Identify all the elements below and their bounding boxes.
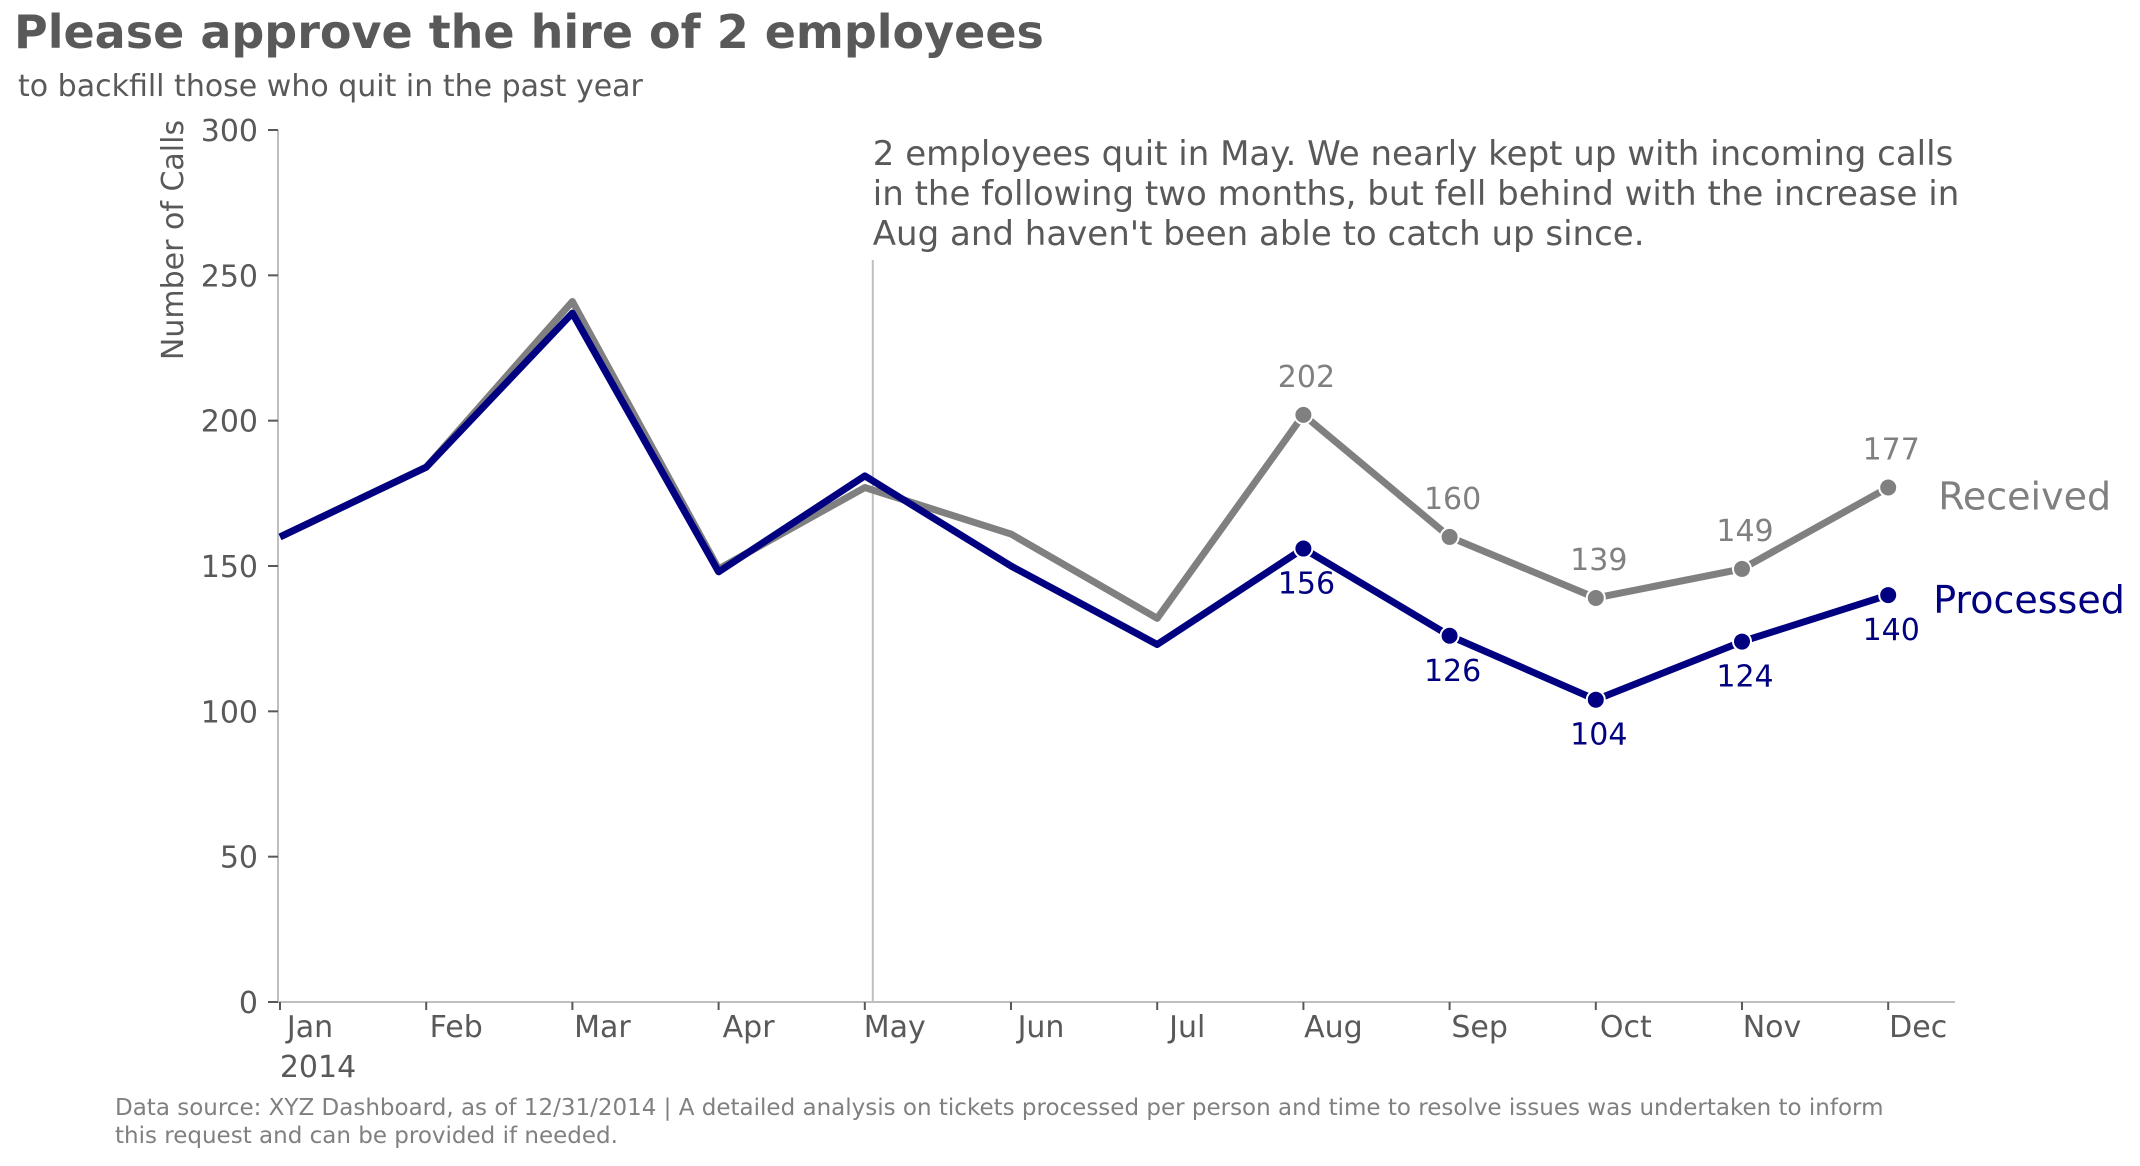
data-label-received: 160	[1424, 482, 1481, 517]
y-tick-label: 100	[201, 695, 258, 730]
data-label-processed: 156	[1278, 567, 1335, 602]
chart-subtitle: to backfill those who quit in the past y…	[18, 69, 644, 104]
x-tick-label: Mar	[574, 1010, 631, 1045]
footnote: Data source: XYZ Dashboard, as of 12/31/…	[115, 1095, 1883, 1149]
y-tick-label: 250	[201, 259, 258, 294]
data-label-processed: 140	[1863, 613, 1920, 648]
y-tick-label: 300	[201, 114, 258, 149]
x-tick-year-label: 2014	[280, 1050, 356, 1085]
data-label-processed: 126	[1424, 654, 1481, 689]
x-tick-label: Apr	[723, 1010, 776, 1045]
data-point-processed	[1732, 631, 1752, 652]
axes: 0 50 100 150 200 250 300 Jan Feb Mar Apr May Jun Jul A…	[201, 114, 1955, 1085]
data-point-processed	[1878, 585, 1899, 606]
data-label-received: 202	[1278, 360, 1335, 395]
x-tick-label: May	[864, 1010, 926, 1045]
x-tick-label: Jun	[1016, 1010, 1065, 1045]
data-labels: 202 160 139 149 177 156 126 104 124 140 Received Pr…	[1278, 360, 2125, 753]
data-point-received	[1293, 404, 1314, 425]
x-tick-label: Dec	[1889, 1010, 1947, 1045]
series-line-received	[278, 297, 1890, 622]
data-label-processed: 124	[1716, 660, 1773, 695]
data-point-received	[1878, 477, 1899, 498]
data-point-processed	[1293, 538, 1314, 559]
y-axis-label: Number of Calls	[156, 120, 191, 360]
x-tick-label: Sep	[1451, 1010, 1508, 1045]
y-tick-label: 150	[201, 550, 258, 585]
x-tick-label: Feb	[430, 1010, 483, 1045]
data-label-processed: 104	[1570, 718, 1627, 753]
legend-label-processed: Processed	[1933, 578, 2125, 622]
data-point-received	[1585, 587, 1606, 608]
data-point-received	[1732, 558, 1752, 579]
annotation: 2 employees quit in May. We nearly kept …	[871, 134, 1959, 1002]
data-label-received: 149	[1716, 514, 1773, 549]
y-tick-label: 0	[239, 986, 258, 1021]
x-tick-label: Jul	[1167, 1010, 1205, 1045]
legend-label-received: Received	[1938, 475, 2111, 519]
annotation-text-line: Aug and haven't been able to catch up si…	[873, 214, 1645, 254]
annotation-text-line: in the following two months, but fell be…	[873, 174, 1959, 214]
data-point-received	[1439, 526, 1460, 547]
footnote-line: this request and can be provided if need…	[115, 1123, 618, 1149]
x-tick-label: Nov	[1743, 1010, 1802, 1045]
x-tick-label: Aug	[1304, 1010, 1363, 1045]
series-line-processed	[278, 309, 1890, 704]
data-label-received: 139	[1570, 543, 1627, 578]
footnote-line: Data source: XYZ Dashboard, as of 12/31/…	[115, 1095, 1883, 1121]
data-label-received: 177	[1863, 433, 1920, 468]
chart-title: Please approve the hire of 2 employees	[14, 5, 1044, 59]
x-tick-label: Jan	[285, 1010, 333, 1045]
y-tick-label: 200	[201, 405, 258, 440]
series-layer	[278, 297, 1899, 710]
data-point-processed	[1439, 625, 1460, 646]
x-tick-label: Oct	[1600, 1010, 1652, 1045]
data-point-processed	[1585, 689, 1606, 710]
annotation-text-line: 2 employees quit in May. We nearly kept …	[873, 134, 1954, 174]
y-tick-label: 50	[220, 841, 258, 876]
